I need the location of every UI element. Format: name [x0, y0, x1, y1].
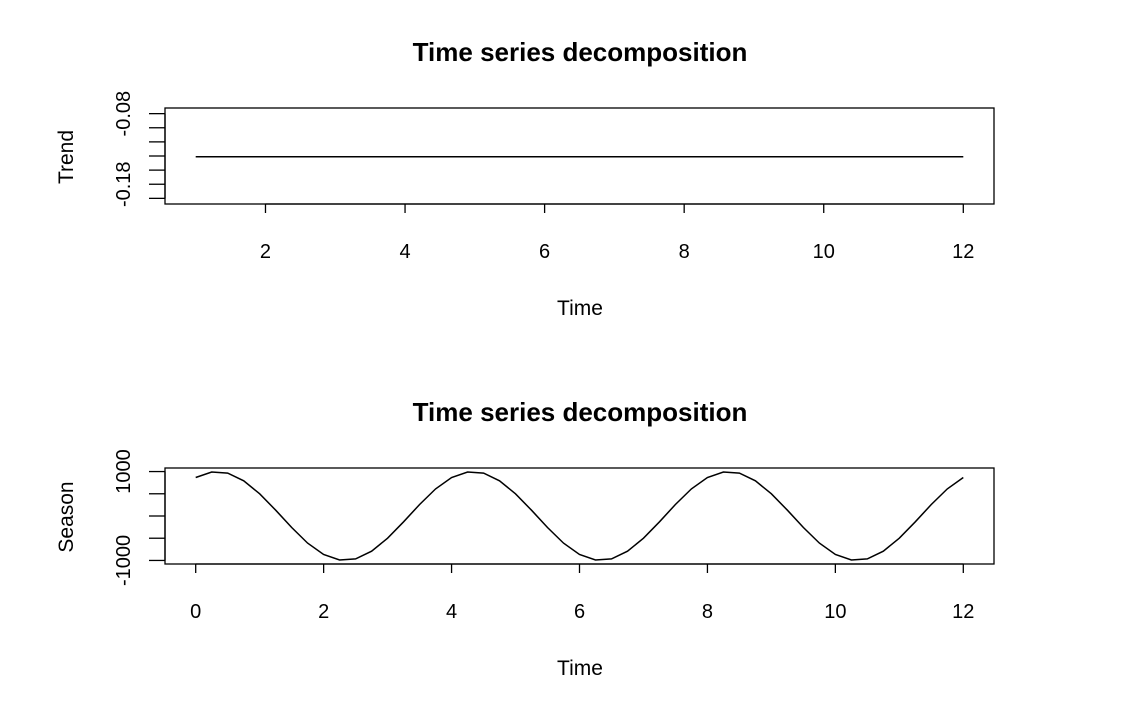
trend-y-axis: -0.18 -0.08 — [113, 91, 166, 207]
season-x-tick-label: 4 — [446, 601, 457, 623]
trend-x-axis: 2 4 6 8 10 12 — [260, 203, 974, 263]
season-x-tick-label: 6 — [574, 601, 585, 623]
season-y-tick-label: -1000 — [113, 535, 135, 586]
season-x-tick-label: 0 — [190, 601, 201, 623]
season-x-axis-label: Time — [557, 657, 603, 680]
trend-x-tick-label: 4 — [399, 241, 410, 263]
trend-x-tick-label: 10 — [813, 241, 835, 263]
season-panel: Time series decomposition Time Season 0 2… — [55, 397, 995, 680]
season-x-tick-label: 12 — [952, 601, 974, 623]
season-x-tick-label: 2 — [318, 601, 329, 623]
season-series-line — [195, 471, 964, 561]
trend-x-axis-label: Time — [557, 297, 603, 320]
trend-x-tick-label: 2 — [260, 241, 271, 263]
trend-panel: Time series decomposition Time Trend 2 4 6… — [55, 37, 995, 320]
trend-y-axis-label: Trend — [55, 130, 78, 184]
trend-y-tick-label: -0.08 — [113, 91, 135, 137]
season-x-axis: 0 2 4 6 8 10 12 — [190, 563, 974, 623]
season-y-tick-label: 1000 — [113, 449, 135, 494]
season-plot-frame — [164, 467, 995, 565]
trend-x-tick-label: 8 — [679, 241, 690, 263]
season-x-tick-label: 10 — [824, 601, 846, 623]
trend-x-tick-label: 12 — [952, 241, 974, 263]
trend-y-tick-label: -0.18 — [113, 161, 135, 207]
season-x-tick-label: 8 — [702, 601, 713, 623]
season-panel-title: Time series decomposition — [413, 397, 748, 427]
trend-x-tick-label: 6 — [539, 241, 550, 263]
trend-panel-title: Time series decomposition — [413, 37, 748, 67]
season-y-axis: -1000 1000 — [113, 449, 166, 586]
season-series — [195, 471, 964, 561]
season-y-axis-label: Season — [55, 481, 78, 552]
